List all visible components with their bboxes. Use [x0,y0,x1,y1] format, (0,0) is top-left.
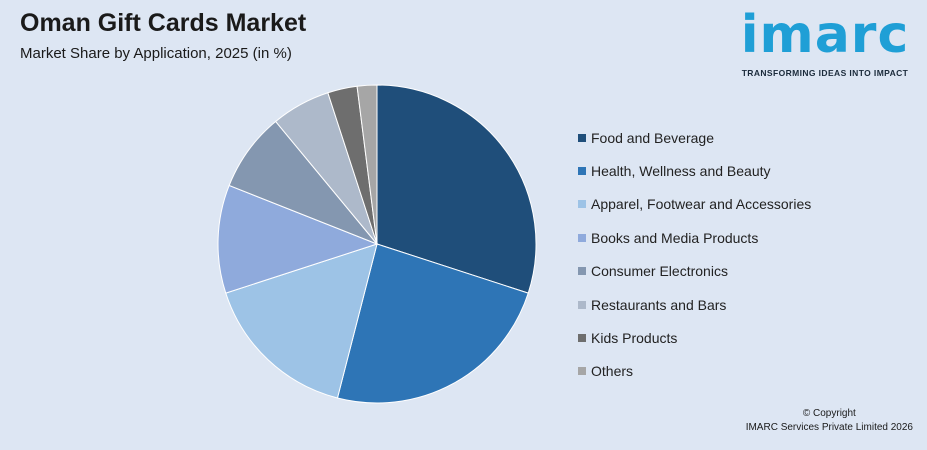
legend-swatch [578,367,586,376]
legend-label: Consumer Electronics [591,263,728,280]
chart-legend: Food and Beverage Health, Wellness and Be… [578,121,811,388]
logo-tagline: TRANSFORMING IDEAS INTO IMPACT [741,68,909,78]
chart-title: Oman Gift Cards Market [20,9,307,37]
copyright-notice: © Copyright IMARC Services Private Limit… [746,407,913,435]
pie-slice-others [356,84,378,245]
legend-swatch [578,267,586,276]
legend-label: Food and Beverage [591,129,714,146]
pie-slice-apparel-footwear-and-accessories [225,243,378,399]
pie-slices [217,84,537,404]
logo-wordmark: imarc [740,5,910,65]
legend-swatch [578,300,586,309]
legend-swatch [578,334,586,343]
legend-swatch [578,167,586,176]
legend-swatch [578,233,586,242]
legend-item: Books and Media Products [578,221,811,254]
copyright-line: © Copyright [802,408,856,419]
legend-label: Kids Products [591,330,678,347]
legend-item: Food and Beverage [578,121,811,154]
company-line: IMARC Services Private Limited 2026 [745,422,913,433]
legend-swatch [578,133,586,142]
pie-slice-books-and-media-products [217,184,379,294]
legend-item: Restaurants and Bars [578,288,811,321]
legend-label: Others [591,363,634,380]
legend-item: Kids Products [578,321,811,354]
legend-label: Restaurants and Bars [591,296,727,313]
pie-slice-food-and-beverage [376,84,537,294]
legend-item: Health, Wellness and Beauty [578,154,811,187]
legend-swatch [578,200,586,209]
legend-label: Health, Wellness and Beauty [591,163,771,180]
legend-label: Books and Media Products [591,229,759,246]
pie-slice-health-wellness-and-beauty [336,243,529,404]
chart-subtitle: Market Share by Application, 2025 (in %) [20,45,292,62]
legend-label: Apparel, Footwear and Accessories [591,196,812,213]
imarc-logo: imarc TRANSFORMING IDEAS INTO IMPACT [735,6,915,78]
legend-item: Consumer Electronics [578,255,811,288]
legend-item: Apparel, Footwear and Accessories [578,188,811,221]
legend-item: Others [578,355,811,388]
